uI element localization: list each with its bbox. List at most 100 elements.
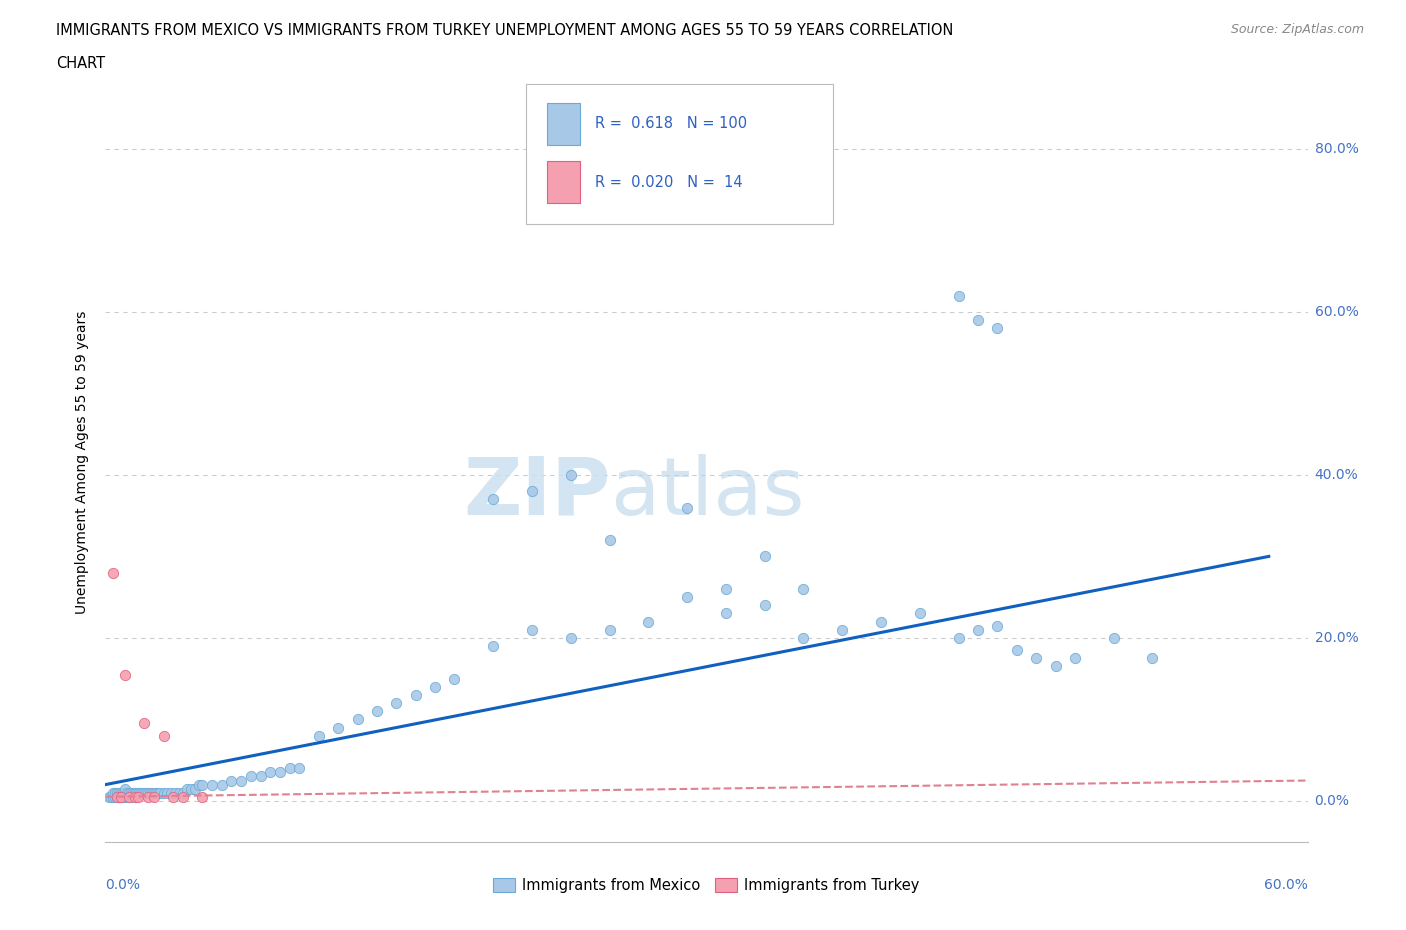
Point: [269, 765, 291, 780]
Point: [986, 321, 1008, 336]
Y-axis label: Unemployment Among Ages 55 to 59 years: Unemployment Among Ages 55 to 59 years: [76, 311, 90, 615]
Point: [149, 785, 172, 800]
Point: [118, 790, 141, 804]
Point: [115, 785, 138, 800]
Point: [152, 785, 174, 800]
Point: [124, 790, 146, 804]
Bar: [547, 162, 581, 203]
Point: [1005, 643, 1028, 658]
Point: [231, 773, 253, 788]
Point: [172, 790, 194, 804]
Point: [98, 790, 121, 804]
Point: [201, 777, 224, 792]
Point: [211, 777, 233, 792]
Point: [114, 785, 136, 800]
Point: [308, 728, 330, 743]
Point: [482, 492, 505, 507]
Point: [183, 781, 205, 796]
Point: [114, 781, 136, 796]
Point: [127, 790, 149, 804]
Text: 80.0%: 80.0%: [1315, 142, 1358, 156]
Point: [288, 761, 311, 776]
Text: 40.0%: 40.0%: [1315, 468, 1358, 482]
Point: [560, 468, 582, 483]
Point: [366, 704, 388, 719]
Point: [124, 790, 146, 804]
Point: [249, 769, 271, 784]
Point: [118, 785, 141, 800]
Text: R =  0.020   N =  14: R = 0.020 N = 14: [595, 175, 742, 190]
Text: R =  0.618   N = 100: R = 0.618 N = 100: [595, 116, 747, 131]
Point: [108, 785, 131, 800]
Point: [278, 761, 301, 776]
Point: [103, 565, 125, 580]
Text: atlas: atlas: [610, 454, 804, 532]
Point: [139, 785, 162, 800]
Text: Source: ZipAtlas.com: Source: ZipAtlas.com: [1230, 23, 1364, 36]
Point: [1102, 631, 1125, 645]
Point: [129, 785, 152, 800]
Point: [120, 785, 142, 800]
Point: [134, 785, 156, 800]
Point: [114, 790, 136, 804]
Point: [165, 785, 187, 800]
Point: [754, 598, 776, 613]
Point: [986, 618, 1008, 633]
Point: [108, 790, 131, 804]
Point: [180, 781, 202, 796]
Point: [111, 790, 134, 804]
Point: [948, 288, 970, 303]
Point: [136, 785, 159, 800]
Point: [676, 500, 699, 515]
Point: [676, 590, 699, 604]
Point: [124, 785, 146, 800]
Text: IMMIGRANTS FROM MEXICO VS IMMIGRANTS FROM TURKEY UNEMPLOYMENT AMONG AGES 55 TO 5: IMMIGRANTS FROM MEXICO VS IMMIGRANTS FRO…: [56, 23, 953, 38]
Point: [142, 785, 165, 800]
Point: [908, 606, 931, 621]
Point: [105, 785, 128, 800]
Point: [191, 777, 214, 792]
Point: [104, 785, 127, 800]
Point: [100, 790, 122, 804]
FancyBboxPatch shape: [526, 84, 832, 224]
Point: [239, 769, 262, 784]
Point: [146, 785, 169, 800]
Point: [1025, 651, 1047, 666]
Point: [423, 679, 446, 694]
Text: CHART: CHART: [56, 56, 105, 71]
Point: [967, 312, 990, 327]
Point: [114, 667, 136, 682]
Point: [125, 785, 148, 800]
Point: [187, 777, 209, 792]
Point: [135, 785, 157, 800]
Point: [131, 785, 153, 800]
Point: [176, 781, 198, 796]
Point: [831, 622, 853, 637]
Point: [754, 549, 776, 564]
Point: [346, 712, 368, 727]
Point: [221, 773, 243, 788]
Point: [1045, 659, 1067, 674]
Point: [443, 671, 465, 686]
Point: [792, 631, 814, 645]
Point: [145, 785, 167, 800]
Point: [110, 790, 132, 804]
Point: [714, 606, 737, 621]
Point: [637, 614, 659, 629]
Point: [141, 785, 163, 800]
Point: [599, 533, 621, 548]
Point: [191, 790, 214, 804]
Point: [792, 581, 814, 596]
Point: [127, 785, 149, 800]
Point: [714, 581, 737, 596]
Point: [967, 622, 990, 637]
Point: [172, 785, 194, 800]
Point: [103, 790, 125, 804]
Point: [136, 790, 159, 804]
Legend: Immigrants from Mexico, Immigrants from Turkey: Immigrants from Mexico, Immigrants from …: [488, 872, 925, 898]
Point: [1142, 651, 1164, 666]
Point: [520, 622, 543, 637]
Text: 60.0%: 60.0%: [1264, 878, 1308, 892]
Text: 20.0%: 20.0%: [1315, 631, 1358, 644]
Bar: [547, 103, 581, 145]
